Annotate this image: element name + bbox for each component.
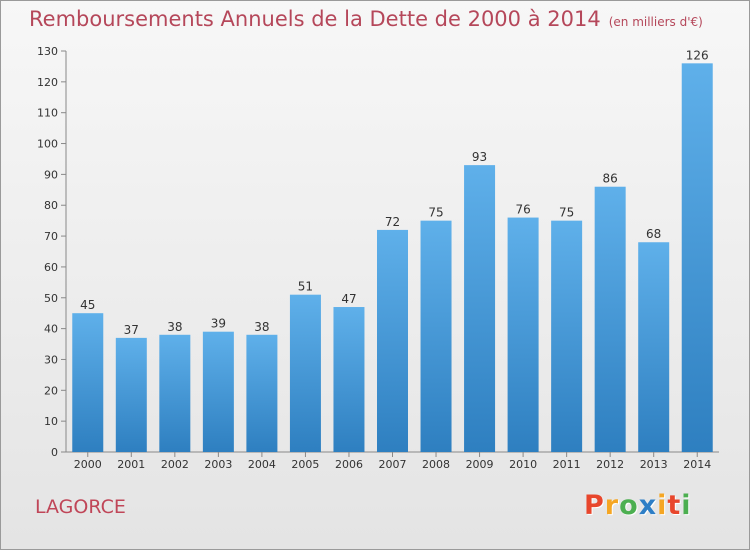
y-tick-label: 90 (44, 168, 58, 181)
y-tick-label: 120 (37, 76, 58, 89)
y-tick-label: 0 (51, 446, 58, 459)
logo-letter: o (619, 490, 639, 521)
chart-data-labels: 45 37 38 39 38 51 47 72 75 93 76 75 86 68 126 (80, 48, 709, 337)
chart-title: Remboursements Annuels de la Dette de 20… (29, 7, 703, 31)
y-tick-label: 80 (44, 199, 58, 212)
logo-letter: t (667, 490, 682, 521)
data-label-2001: 37 (124, 323, 139, 337)
chart-title-main: Remboursements Annuels de la Dette de 20… (29, 7, 601, 31)
commune-name: LAGORCE (35, 496, 126, 518)
data-label-2000: 45 (80, 298, 95, 312)
x-tick-label: 2001 (117, 458, 145, 471)
bar-2010 (507, 217, 539, 452)
bar-2007 (377, 229, 408, 452)
bar-2001 (115, 337, 147, 452)
x-tick-label: 2010 (509, 458, 537, 471)
y-tick-label: 40 (44, 323, 58, 336)
x-tick-label: 2007 (379, 458, 407, 471)
y-tick-label: 60 (44, 261, 58, 274)
y-tick-label: 10 (44, 415, 58, 428)
y-tick-label: 100 (37, 138, 58, 151)
data-label-2002: 38 (167, 320, 182, 334)
bar-2005 (289, 294, 321, 452)
x-tick-label: 2005 (291, 458, 319, 471)
x-tick-label: 2011 (553, 458, 581, 471)
bar-2000 (72, 313, 104, 452)
data-label-2005: 51 (298, 280, 313, 294)
proxiti-logo: Proxiti (584, 490, 692, 521)
data-label-2009: 93 (472, 150, 487, 164)
data-label-2010: 76 (515, 203, 530, 217)
y-tick-label: 110 (37, 107, 58, 120)
x-tick-label: 2006 (335, 458, 363, 471)
logo-letter: i (681, 490, 692, 521)
bar-2003 (202, 331, 234, 452)
x-tick-label: 2002 (161, 458, 189, 471)
bar-2013 (638, 242, 670, 452)
x-tick-label: 2003 (204, 458, 232, 471)
data-label-2004: 38 (254, 320, 269, 334)
bar-2008 (420, 220, 452, 452)
bar-2009 (464, 165, 496, 452)
bar-2012 (594, 186, 626, 452)
y-tick-label: 50 (44, 292, 58, 305)
x-tick-label: 2009 (466, 458, 494, 471)
y-tick-label: 30 (44, 353, 58, 366)
x-tick-label: 2000 (74, 458, 102, 471)
bar-2004 (246, 334, 278, 452)
y-tick-label: 20 (44, 384, 58, 397)
data-label-2006: 47 (341, 292, 356, 306)
chart-title-unit: (en milliers d'€) (608, 15, 703, 29)
data-label-2007: 72 (385, 215, 400, 229)
bar-2006 (333, 307, 365, 452)
x-tick-label: 2013 (640, 458, 668, 471)
data-label-2014: 126 (686, 48, 709, 62)
chart-bars (72, 63, 713, 452)
bar-2014 (681, 63, 713, 452)
bar-2002 (159, 334, 191, 452)
logo-letter: x (638, 490, 658, 521)
data-label-2013: 68 (646, 227, 661, 241)
logo-letter: P (584, 490, 605, 521)
x-tick-label: 2014 (683, 458, 711, 471)
data-label-2011: 75 (559, 206, 574, 220)
logo-letter: r (604, 490, 620, 521)
data-label-2008: 75 (428, 206, 443, 220)
x-tick-label: 2008 (422, 458, 450, 471)
y-tick-label: 130 (37, 45, 58, 58)
data-label-2012: 86 (603, 172, 618, 186)
x-tick-label: 2012 (596, 458, 624, 471)
x-tick-label: 2004 (248, 458, 276, 471)
data-label-2003: 39 (211, 317, 226, 331)
bar-2011 (551, 220, 583, 452)
logo-letter: i (657, 490, 668, 521)
chart-axes: 0 10 20 30 40 50 60 70 80 90 100 110 120 130 2000 2001 2… (37, 45, 719, 471)
y-tick-label: 70 (44, 230, 58, 243)
